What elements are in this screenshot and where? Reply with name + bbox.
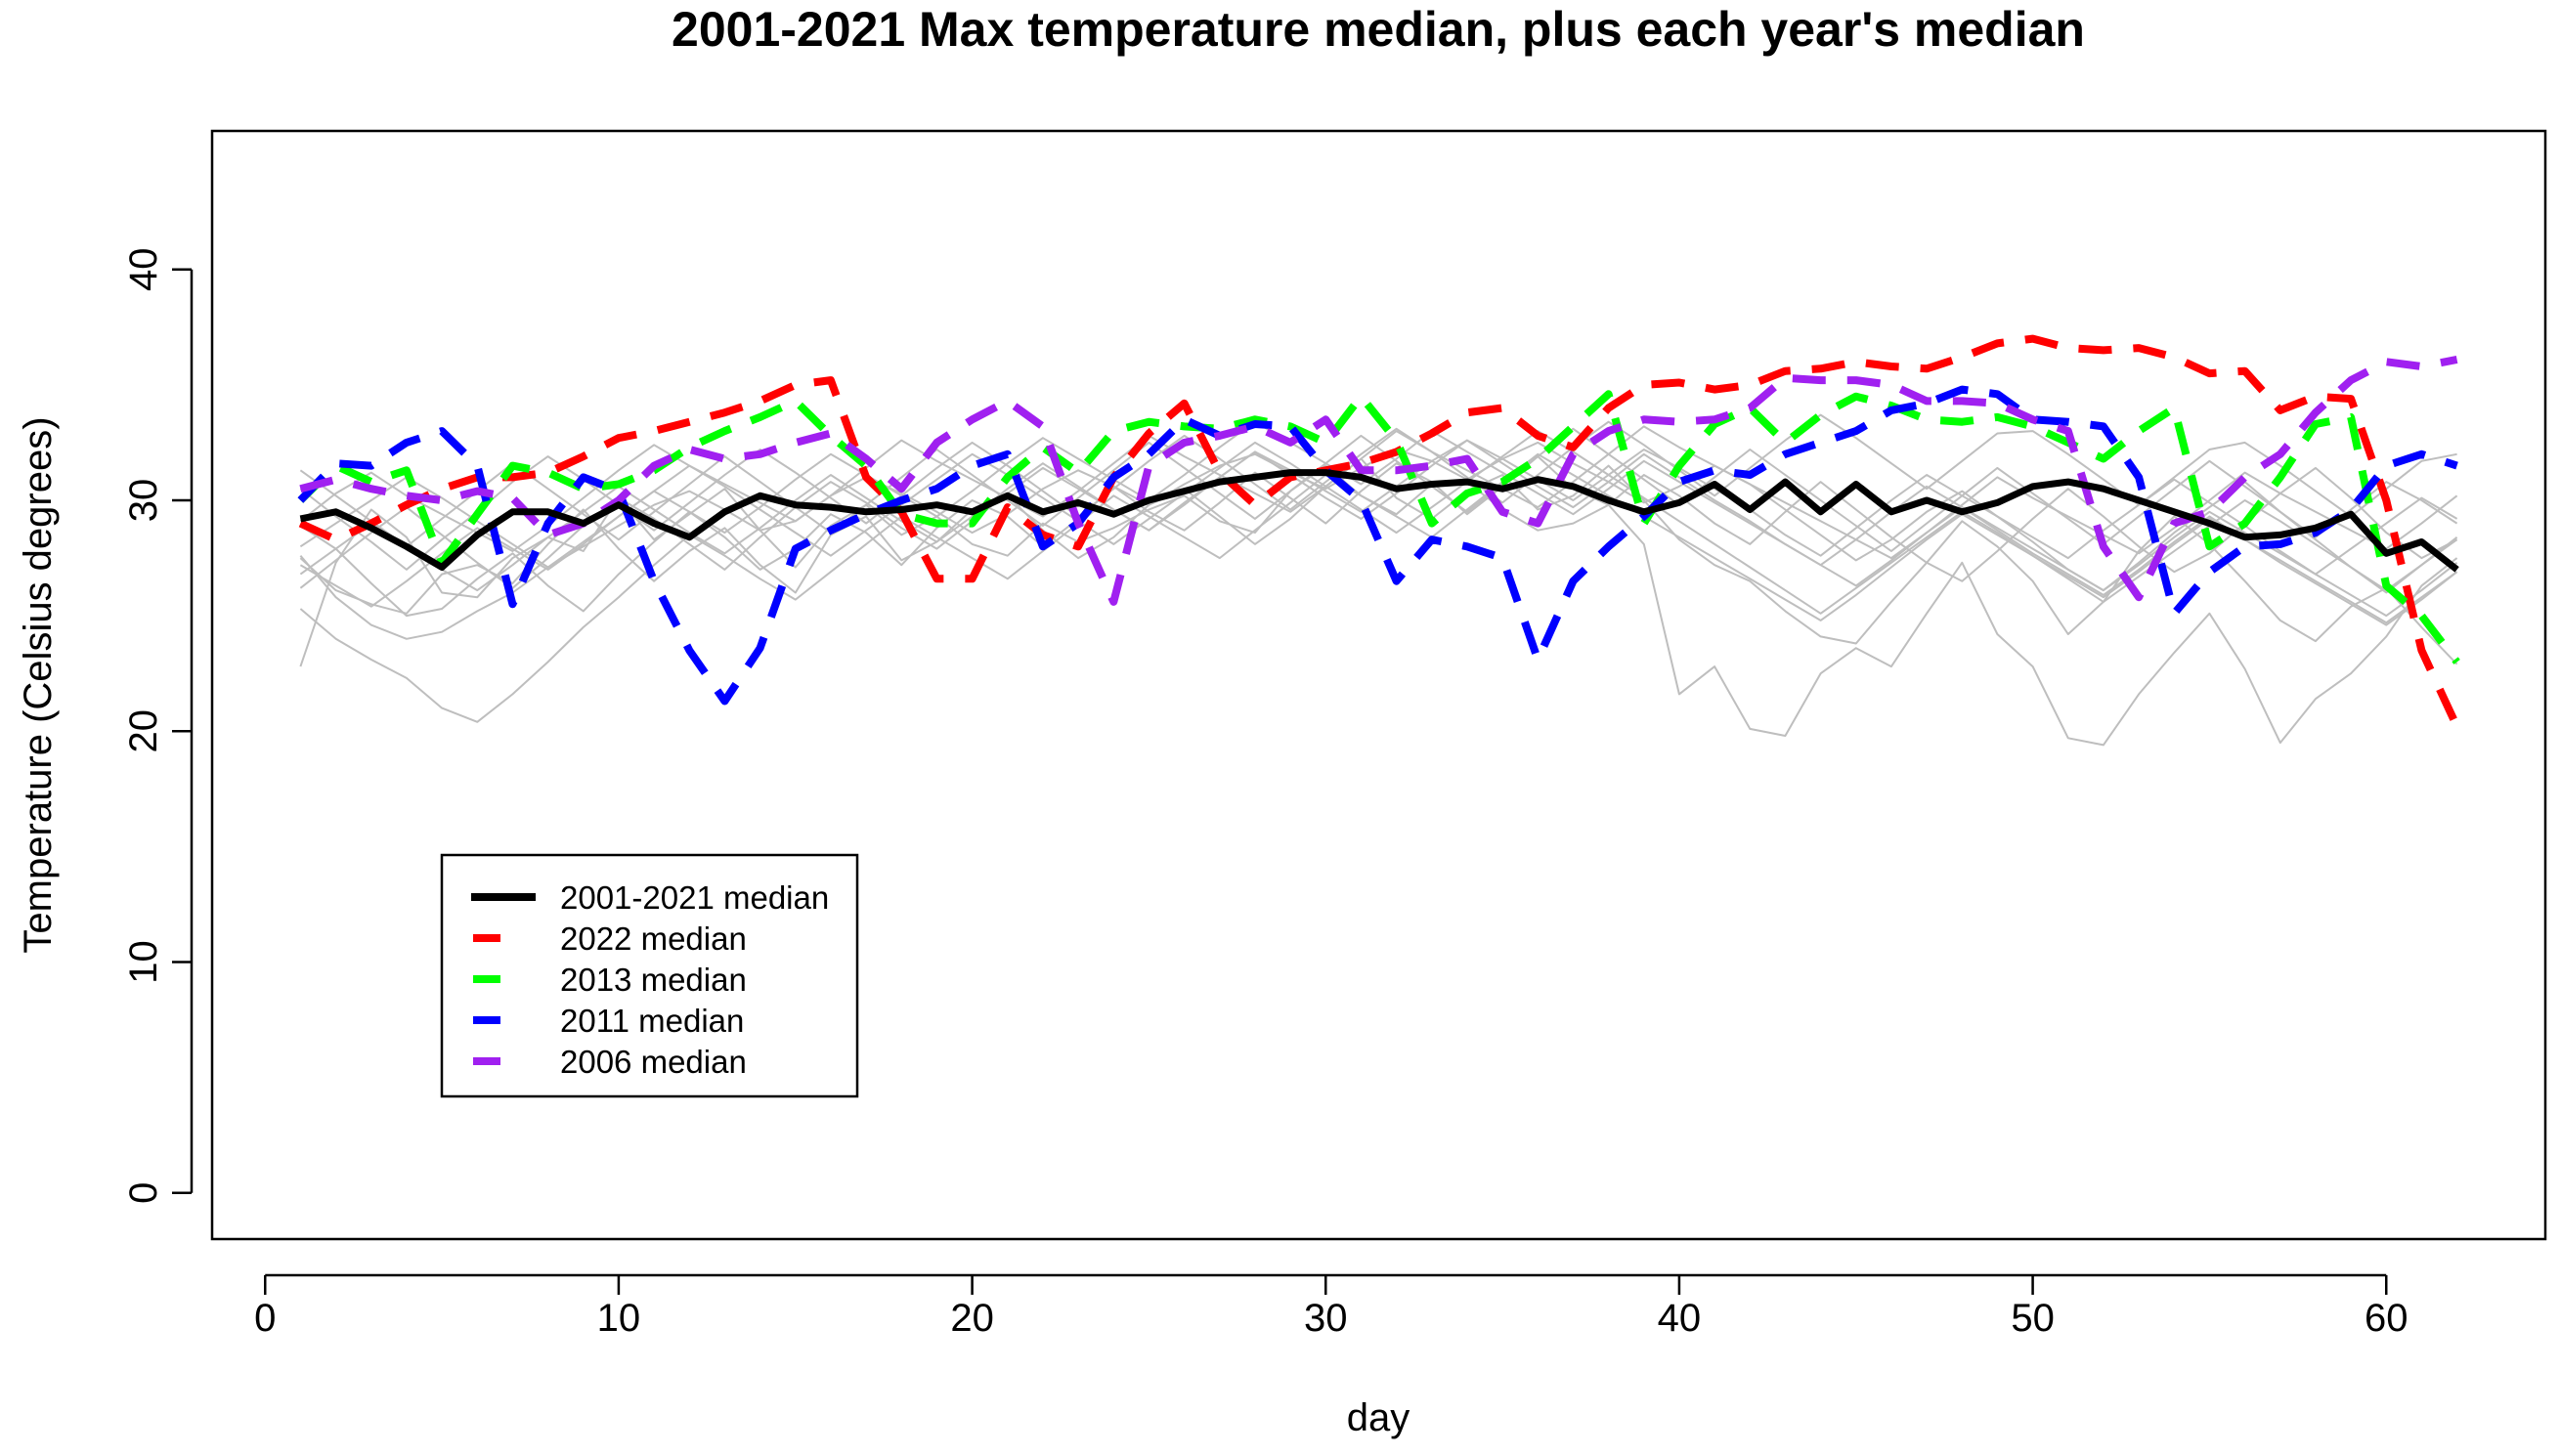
y-tick-label: 0 <box>122 1182 165 1204</box>
x-tick-label: 20 <box>950 1297 994 1340</box>
series-group <box>297 334 2461 729</box>
legend-label: 2022 median <box>560 921 747 957</box>
series-line-2006-median <box>299 355 2458 606</box>
y-tick-label: 20 <box>122 709 165 753</box>
x-axis-label: day <box>1347 1396 1410 1439</box>
x-axis: 0 10 20 30 40 50 60 <box>254 1273 2408 1340</box>
x-tick-label: 30 <box>1304 1297 1348 1340</box>
background-year-line-3 <box>299 455 2458 618</box>
x-tick-label: 10 <box>597 1297 641 1340</box>
y-tick-label: 30 <box>122 479 165 523</box>
y-axis-label: Temperature (Celsius degrees) <box>17 416 60 953</box>
background-year-line-12 <box>299 420 2458 618</box>
legend: 2001-2021 median 2022 median 2013 median 20… <box>440 853 859 1098</box>
x-tick-label: 60 <box>2365 1297 2408 1340</box>
legend-label: 2013 median <box>560 962 747 998</box>
x-tick-label: 0 <box>254 1297 276 1340</box>
series-line-2022-median <box>298 334 2461 729</box>
series-line-2011-median <box>297 385 2458 706</box>
y-axis: 0 10 20 30 40 <box>122 248 194 1204</box>
x-tick-label: 50 <box>2011 1297 2055 1340</box>
legend-label: 2006 median <box>560 1044 747 1080</box>
series-line-2001-2021-median <box>299 469 2459 573</box>
legend-label: 2011 median <box>560 1003 744 1039</box>
y-tick-label: 40 <box>122 248 165 292</box>
y-tick-label: 10 <box>122 940 165 984</box>
background-year-line-10 <box>299 439 2458 626</box>
legend-label: 2001-2021 median <box>560 879 829 916</box>
background-series-group <box>299 413 2458 747</box>
plot-frame <box>210 129 2547 1241</box>
chart-title: 2001-2021 Max temperature median, plus e… <box>672 2 2085 57</box>
background-year-line-8 <box>299 430 2458 615</box>
x-tick-label: 40 <box>1658 1297 1702 1340</box>
